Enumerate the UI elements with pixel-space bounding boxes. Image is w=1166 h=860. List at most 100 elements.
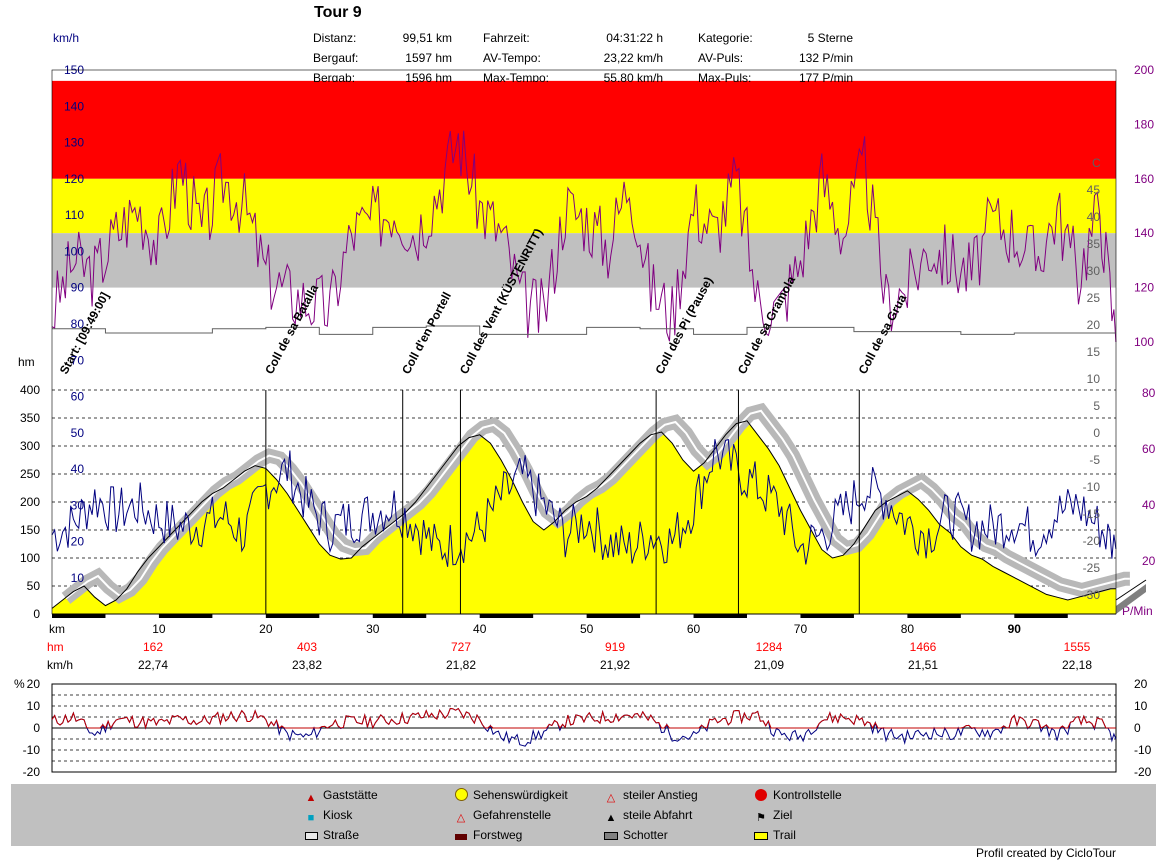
sight-icon	[454, 788, 468, 801]
x-tick-label: 90	[1008, 622, 1022, 636]
segment-value: 21,51	[908, 658, 938, 672]
elevation-shadow-line	[65, 409, 1130, 600]
speed-tick-label: 70	[71, 353, 85, 367]
gravel-icon	[604, 832, 618, 844]
gradient-tick-label-right: 0	[1134, 721, 1141, 735]
grade-tick-label: 5	[1093, 399, 1100, 413]
grade-tick-label: 0	[1093, 426, 1100, 440]
legend-item: Schotter	[604, 828, 668, 844]
stat-value-climb: 1597 hm	[405, 51, 452, 65]
pass-label: Coll d'en Portell	[399, 290, 454, 377]
stat-label-distance: Distanz:	[313, 31, 357, 45]
legend-item: Sehenswürdigkeit	[454, 788, 568, 802]
gradient-axis-label: %	[14, 677, 25, 691]
x-tick-label: 20	[259, 622, 273, 636]
grade-tick-label: -30	[1083, 588, 1101, 602]
gradient-tick-label-left: 0	[33, 721, 40, 735]
speed-tick-label: 90	[71, 281, 85, 295]
gradient-tick-label-left: -20	[23, 765, 41, 779]
stat-label-climb: Bergauf:	[313, 51, 359, 65]
speed-tick-label: 40	[71, 462, 85, 476]
steep-climb-icon: △	[606, 792, 616, 804]
x-tick-label: 70	[794, 622, 808, 636]
gradient-tick-label-right: 10	[1134, 699, 1148, 713]
gradient-tick-label-right: 20	[1134, 677, 1148, 691]
segment-value: 1466	[910, 640, 937, 654]
gradient-positive-line	[51, 707, 1116, 730]
segment-value: 22,18	[1062, 658, 1092, 672]
x-axis-segment	[586, 614, 641, 618]
stat-value-category: 5 Sterne	[807, 31, 853, 45]
elevation-tick-label: 50	[27, 579, 41, 593]
road-icon	[304, 832, 318, 844]
grade-tick-label: 20	[1087, 318, 1101, 332]
pulse-tick-label: 120	[1134, 281, 1154, 295]
legend-item: Straße	[304, 828, 359, 844]
grade-tick-label: 45	[1087, 183, 1101, 197]
elevation-tick-label: 400	[20, 383, 40, 397]
secondary-tick-label: 80	[1142, 386, 1156, 400]
grade-tick-label: 35	[1087, 237, 1101, 251]
elevation-tick-label: 300	[20, 439, 40, 453]
legend-item: Trail	[754, 828, 796, 844]
pulse-zone-band	[52, 80, 1116, 179]
stat-label-max-pulse: Max-Puls:	[698, 71, 752, 82]
segment-value: 919	[605, 640, 625, 654]
forest-road-icon	[454, 832, 468, 844]
secondary-tick-label: 60	[1142, 442, 1156, 456]
elevation-tick-label: 150	[20, 523, 40, 537]
legend-item: Kontrollstelle	[754, 788, 842, 802]
speed-tick-label: 10	[71, 571, 85, 585]
x-axis-segment	[1014, 614, 1068, 618]
elevation-tick-label: 250	[20, 467, 40, 481]
stat-value-avg-pulse: 132 P/min	[798, 51, 853, 65]
footer-credit: Profil created by CicloTour	[975, 846, 1116, 860]
elevation-outline	[51, 420, 1116, 609]
grade-series-line	[52, 325, 1116, 335]
gradient-tick-label-left: -10	[23, 743, 41, 757]
elevation-tick-label: 350	[20, 411, 40, 425]
finish-flag-icon: ⚑	[756, 812, 766, 824]
speed-tick-label: 140	[64, 99, 84, 113]
segment-value: 403	[297, 640, 317, 654]
speed-tick-label: 100	[64, 244, 84, 258]
grade-tick-label: -20	[1083, 534, 1101, 548]
stat-value-time: 04:31:22 h	[606, 31, 663, 45]
x-axis-segment	[265, 614, 320, 618]
danger-icon: △	[456, 812, 466, 824]
pass-label: Coll des Pi (Pause)	[652, 274, 715, 376]
segment-row-label: hm	[47, 640, 64, 654]
x-axis-label: km	[49, 622, 65, 636]
stat-label-time: Fahrzeit:	[483, 31, 530, 45]
speed-axis-label: km/h	[53, 31, 79, 45]
grade-axis-label: C	[1092, 156, 1101, 170]
stat-value-descent: 1596 hm	[405, 71, 452, 82]
segment-value: 23,82	[292, 658, 322, 672]
stat-value-distance: 99,51 km	[402, 31, 452, 45]
legend-item: ⚑ Ziel	[754, 808, 792, 824]
speed-series-line	[51, 438, 1117, 567]
segment-stats-table: hm 162 403 727 919 1284 1466 1555 km/h 22,74 23,82…	[47, 640, 1092, 672]
grade-tick-label: 15	[1087, 345, 1101, 359]
grade-tick-label: 25	[1087, 291, 1101, 305]
x-tick-label: 50	[580, 622, 594, 636]
segment-row-label: km/h	[47, 658, 73, 672]
elevation-tick-label: 0	[33, 607, 40, 621]
pulse-tick-label: 100	[1134, 335, 1154, 349]
grade-tick-label: 10	[1087, 372, 1101, 386]
x-tick-label: 30	[366, 622, 380, 636]
segment-value: 162	[143, 640, 163, 654]
pass-label: Coll de sa Gramola	[735, 274, 799, 377]
gradient-tick-label-left: 10	[27, 699, 41, 713]
grade-line	[52, 325, 1116, 335]
speed-tick-label: 60	[71, 390, 85, 404]
secondary-axis-block	[1116, 584, 1146, 614]
legend-item: △ Gefahrenstelle	[454, 808, 551, 824]
grade-tick-label: 30	[1087, 264, 1101, 278]
x-axis-segment	[800, 614, 854, 618]
checkpoint-icon	[754, 789, 768, 801]
segment-value: 22,74	[138, 658, 168, 672]
speed-tick-label: 130	[64, 136, 84, 150]
elevation-profile	[51, 402, 1130, 614]
